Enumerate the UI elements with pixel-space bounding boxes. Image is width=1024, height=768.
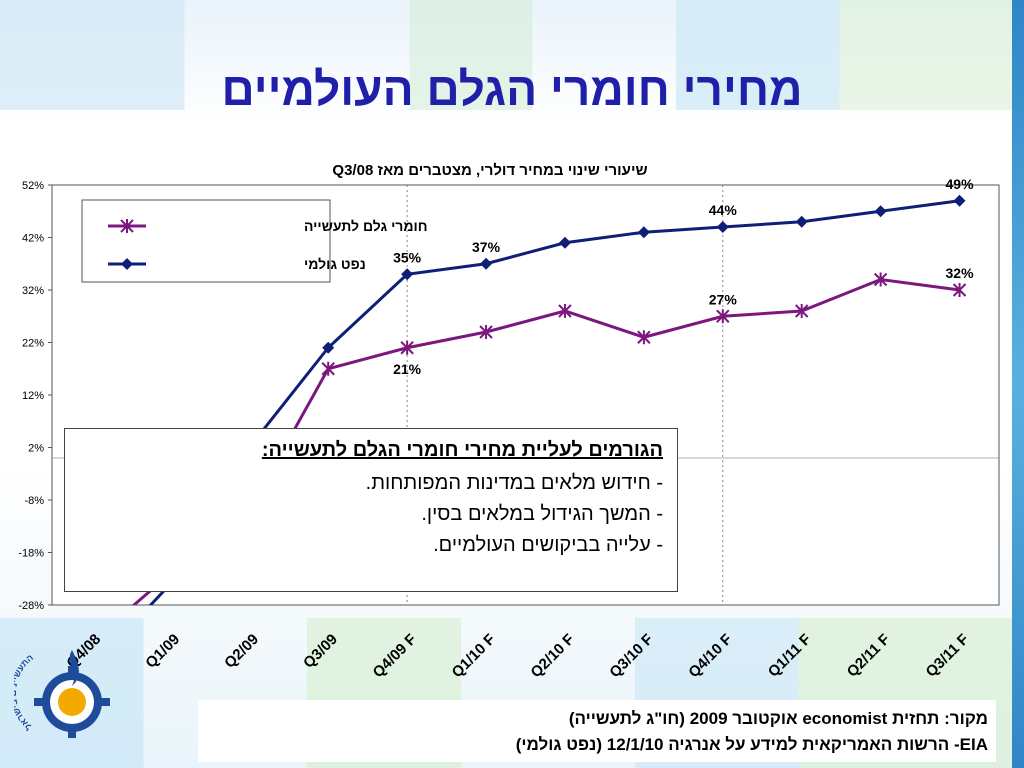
- y-tick-label: 2%: [28, 443, 44, 455]
- y-tick-label: 42%: [22, 233, 44, 245]
- data-point-diamond: [401, 268, 414, 281]
- y-tick-label: 22%: [22, 338, 44, 350]
- data-point-asterisk: [795, 304, 809, 318]
- x-tick-label: Q1/10 F: [449, 631, 499, 681]
- data-point-diamond: [637, 226, 650, 239]
- x-tick-label: Q1/09: [142, 631, 183, 672]
- data-point-asterisk: [873, 272, 888, 287]
- data-point-asterisk: [321, 361, 335, 376]
- x-tick-label: Q3/10 F: [606, 631, 656, 681]
- data-label: 21%: [393, 361, 422, 377]
- x-tick-label: Q3/09: [300, 631, 341, 672]
- x-tick-label: Q3/11 F: [923, 631, 973, 681]
- drivers-note-box: הגורמים לעליית מחירי חומרי הגלם לתעשייה:…: [64, 428, 678, 592]
- data-point-asterisk: [952, 283, 967, 297]
- gear-flame-logo-icon: [34, 650, 110, 738]
- y-tick-label: -18%: [18, 548, 44, 560]
- x-tick-label: Q2/09: [221, 631, 262, 672]
- data-point-asterisk: [558, 304, 572, 318]
- background-top-decoration: [0, 0, 1024, 110]
- y-tick-label: 32%: [22, 285, 44, 297]
- data-point-diamond: [874, 205, 887, 218]
- x-tick-label: Q4/10 F: [685, 631, 735, 681]
- legend-box: [81, 199, 331, 283]
- note-title: הגורמים לעליית מחירי חומרי הגלם לתעשייה:: [261, 439, 663, 461]
- x-tick-label: Q4/09 F: [370, 631, 420, 681]
- data-point-diamond: [322, 341, 335, 354]
- logo-text: התאחדות התעשיינים בישראל: [14, 630, 35, 732]
- legend-label: נפט גולמי: [304, 256, 366, 272]
- note-item: - חידוש מלאים במדינות המפותחות.: [365, 472, 663, 494]
- data-point-diamond: [716, 221, 729, 233]
- x-tick-label: Q2/10 F: [527, 631, 577, 681]
- legend-marker-diamond: [121, 258, 133, 270]
- note-item: - עלייה בביקושים העולמיים.: [433, 534, 663, 556]
- data-point-diamond: [558, 236, 571, 249]
- x-tick-label: Q2/11 F: [844, 631, 894, 681]
- y-tick-label: 12%: [22, 390, 44, 402]
- data-point-asterisk: [400, 340, 414, 355]
- chart-title: שיעורי שינוי במחיר דולרי, מצטברים מאז Q3…: [332, 162, 648, 179]
- manufacturers-association-logo: התאחדות התעשיינים בישראל: [14, 630, 110, 738]
- legend-label: חומרי גלם לתעשייה: [304, 218, 428, 234]
- data-point-diamond: [953, 194, 966, 207]
- legend-marker-asterisk: [120, 219, 134, 233]
- data-point-diamond: [795, 215, 808, 228]
- data-label: 32%: [946, 265, 975, 281]
- y-tick-label: -8%: [24, 495, 44, 507]
- y-tick-label: 52%: [22, 180, 44, 192]
- note-item: - המשך הגידול במלאים בסין.: [421, 503, 663, 525]
- data-point-asterisk: [637, 330, 651, 345]
- data-point-asterisk: [479, 325, 493, 339]
- data-label: 37%: [472, 239, 501, 255]
- data-label: 27%: [709, 291, 738, 307]
- data-point-diamond: [480, 257, 493, 270]
- data-label: 49%: [946, 176, 975, 192]
- source-line-1: מקור: תחזית economist אוקטובר 2009 (חו"ג…: [568, 709, 988, 728]
- data-label: 35%: [393, 249, 422, 265]
- data-point-asterisk: [716, 309, 730, 324]
- y-tick-label: -28%: [18, 600, 44, 612]
- svg-text:התאחדות התעשיינים בישראל: התאחדות התעשיינים בישראל: [14, 630, 35, 732]
- data-label: 44%: [709, 202, 738, 218]
- background-right-stripe: [1012, 0, 1024, 768]
- slide-title: מחירי חומרי הגלם העולמיים: [221, 63, 803, 115]
- source-box: מקור: תחזית economist אוקטובר 2009 (חו"ג…: [198, 700, 996, 762]
- source-line-2: EIA- הרשות האמריקאית למידע על אנרגיה 12/…: [515, 735, 988, 754]
- x-tick-label: Q1/11 F: [765, 631, 815, 681]
